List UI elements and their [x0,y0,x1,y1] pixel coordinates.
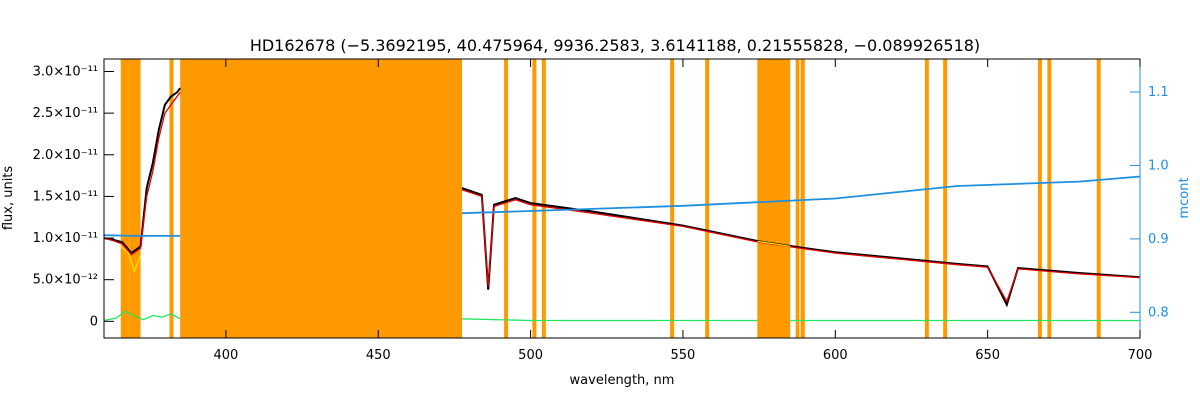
right-tick-label-1: 0.9 [1148,232,1169,247]
masked-region-15 [1047,59,1052,338]
x-tick-label-2: 500 [518,348,543,363]
right-tick-label-3: 1.1 [1148,85,1169,100]
right-axis-ticks: 0.8 0.9 1.0 1.1 [1130,85,1169,320]
masked-region-4 [504,59,509,338]
mcont-line-1 [461,175,1141,215]
y-tick-label-3: 1.5×10⁻¹¹ [33,189,98,204]
x-tick-label-3: 550 [671,348,696,363]
masked-region-6 [541,59,546,338]
y-axis-ticks: 0 5.0×10⁻¹² 1.0×10⁻¹¹ 1.5×10⁻¹¹ 2.0×10⁻¹¹ 2.5… [33,64,114,329]
masked-region-2 [169,59,174,338]
masked-region-10 [795,59,800,338]
masked-region-5 [532,59,537,338]
mcont-line-0 [103,234,181,237]
masked-region-12 [924,59,929,338]
masked-region-8 [705,59,710,338]
masked-model-line-0 [120,245,142,274]
masked-regions [120,59,1101,338]
x-tick-label-1: 450 [366,348,391,363]
residual-line-0 [103,310,181,322]
y-axis-title: flux, units [1,166,16,231]
x-tick-label-0: 400 [213,348,238,363]
right-tick-label-0: 0.8 [1148,305,1169,320]
masked-region-3 [180,59,463,338]
masked-region-0 [120,59,130,338]
masked-region-11 [800,59,805,338]
masked-region-13 [943,59,948,338]
y-tick-label-1: 5.0×10⁻¹² [33,273,98,288]
masked-region-1 [129,59,141,338]
masked-model-line-1 [757,240,791,248]
masked-region-16 [1096,59,1101,338]
spectrum-series [103,87,1141,322]
y-tick-label-0: 0 [90,314,98,329]
residual-line-1 [461,318,758,322]
model-line-0 [103,91,181,256]
masked-region-9 [757,59,791,338]
x-tick-label-5: 650 [975,348,1000,363]
chart-title: HD162678 (−5.3692195, 40.475964, 9936.25… [250,36,980,55]
x-tick-label-6: 700 [1128,348,1153,363]
x-axis-title: wavelength, nm [570,373,675,388]
y-tick-label-5: 2.5×10⁻¹¹ [33,106,98,121]
masked-region-7 [670,59,675,338]
x-axis-ticks: 400 450 500 550 600 650 700 [213,59,1152,363]
y-tick-label-2: 1.0×10⁻¹¹ [33,231,98,246]
right-axis-title: mcont [1177,177,1192,218]
y-tick-label-6: 3.0×10⁻¹¹ [33,64,98,79]
observed-line-0 [103,87,182,255]
y-tick-label-4: 2.0×10⁻¹¹ [33,148,98,163]
x-tick-label-4: 600 [823,348,848,363]
right-tick-label-2: 1.0 [1148,158,1169,173]
masked-region-14 [1037,59,1042,338]
